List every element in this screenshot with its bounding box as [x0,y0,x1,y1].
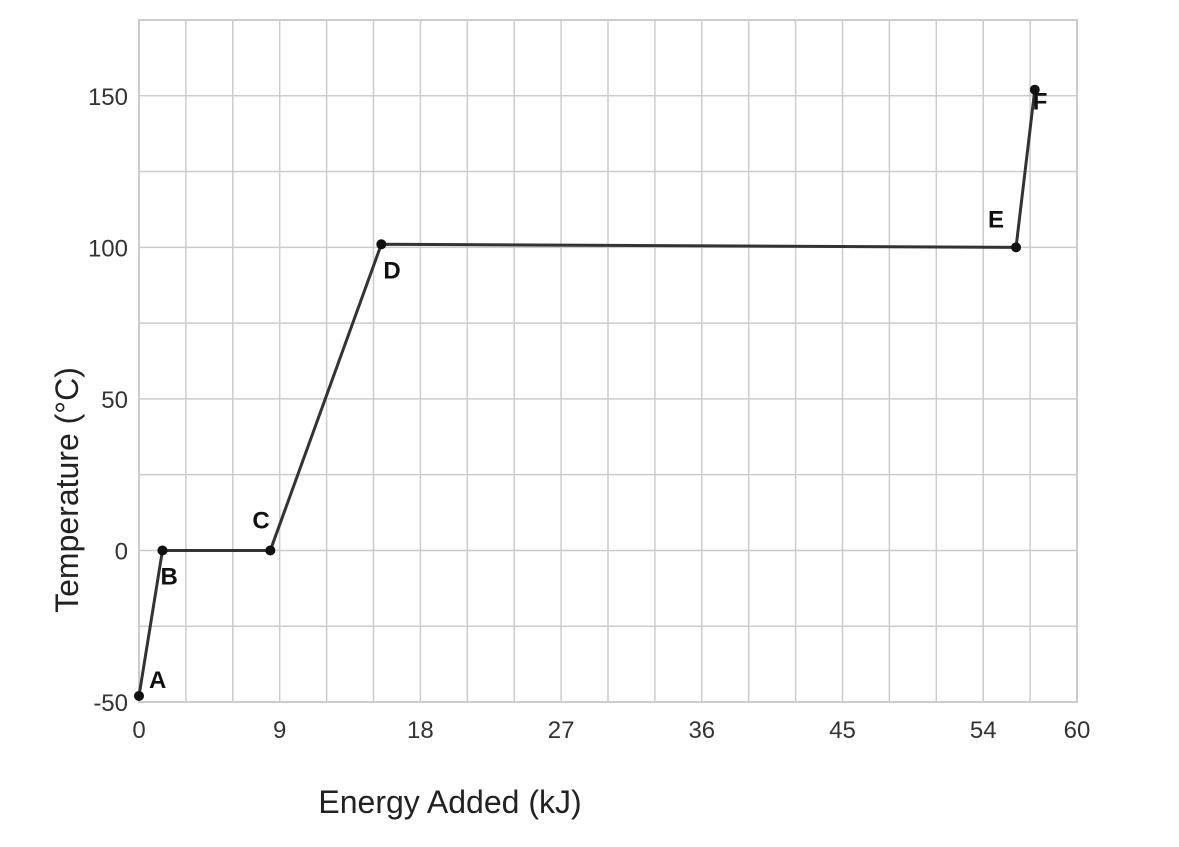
y-tick-label: 100 [88,235,128,262]
x-tick-label: 18 [407,717,434,744]
x-tick-label: 36 [688,717,715,744]
point-label: B [160,563,177,590]
y-tick-label: -50 [93,690,128,717]
x-tick-label: 54 [970,717,997,744]
point-label: C [252,507,269,534]
x-tick-label: 9 [273,717,286,744]
series-line [137,89,1037,697]
data-point [1011,242,1022,253]
point-label: D [383,257,400,284]
x-axis-label: Energy Added (kJ) [318,784,581,820]
y-tick-label: 50 [101,387,128,414]
y-axis-label: Temperature (°C) [49,367,85,613]
data-point [376,239,387,250]
x-tick-label: 45 [829,717,856,744]
x-tick-label: 0 [132,717,145,744]
point-label: E [988,206,1004,233]
x-axis-ticks: 0 9 18 27 36 45 54 60 [132,717,1090,744]
y-tick-label: 0 [115,538,128,565]
y-tick-label: 150 [88,84,128,111]
data-point [134,690,144,701]
x-tick-label: 60 [1064,717,1091,744]
x-tick-label: 27 [548,717,575,744]
data-point [157,545,168,556]
point-label: F [1033,89,1048,116]
grid [138,19,1078,703]
y-axis-ticks: -50 0 50 100 150 [88,84,128,717]
series-group: A B C D E F [134,84,1048,701]
data-point [265,545,276,556]
data-point [1029,84,1040,95]
point-label: A [149,667,166,694]
